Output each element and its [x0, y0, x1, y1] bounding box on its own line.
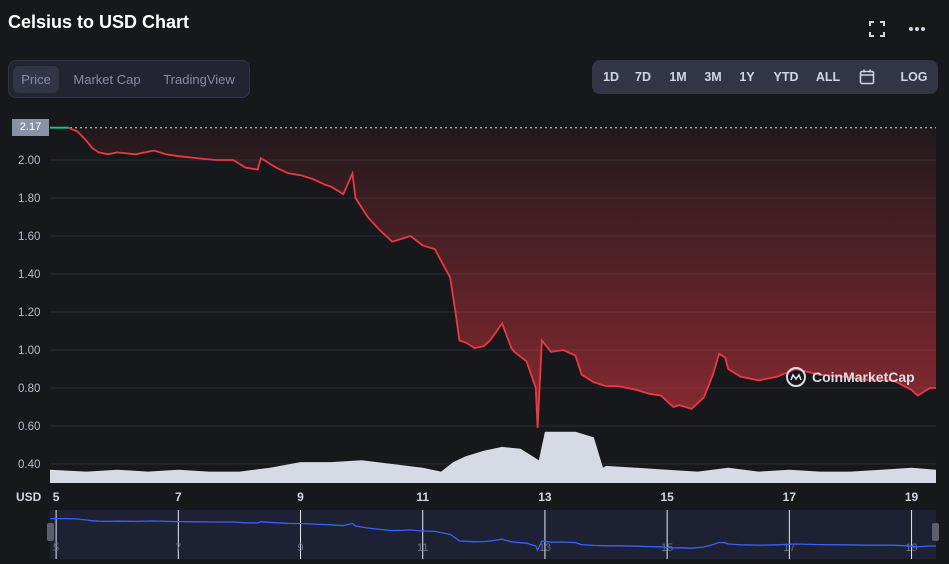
y-tick-label: 1.40	[18, 269, 40, 281]
x-tick-label: 15	[660, 490, 674, 504]
range-3m-button[interactable]: 3M	[704, 70, 722, 84]
coinmarketcap-logo-glyph	[790, 373, 802, 381]
more-icon-glyph	[909, 27, 925, 31]
x-tick-label: 11	[416, 490, 429, 504]
fullscreen-icon[interactable]	[866, 18, 888, 40]
navigator-tick-label: 5	[53, 542, 59, 554]
currency-label: USD	[16, 490, 42, 504]
volume-area	[50, 431, 936, 483]
time-range-selector: 1D 7D 1M 3M 1Y YTD ALL LOG	[592, 60, 938, 94]
x-tick-label: 17	[783, 490, 797, 504]
range-7d-button[interactable]: 7D	[635, 70, 651, 84]
range-1y-button[interactable]: 1Y	[739, 70, 755, 84]
y-tick-label: 1.20	[18, 307, 40, 319]
chart-title: Celsius to USD Chart	[8, 12, 190, 32]
x-tick-label: 13	[538, 490, 552, 504]
y-tick-label: 0.40	[18, 459, 40, 471]
x-tick-label: 19	[905, 490, 919, 504]
range-1d-button[interactable]: 1D	[603, 70, 619, 84]
chart-type-tabs: Price Market Cap TradingView	[8, 60, 250, 98]
tab-tradingview[interactable]: TradingView	[163, 72, 235, 87]
y-tick-label: 2.00	[18, 155, 40, 167]
more-horizontal-icon[interactable]	[906, 18, 928, 40]
calendar-icon[interactable]	[854, 60, 880, 94]
navigator-panel[interactable]	[50, 510, 936, 559]
range-all-button[interactable]: ALL	[815, 70, 841, 84]
tab-market-cap[interactable]: Market Cap	[73, 72, 141, 87]
range-1m-button[interactable]: 1M	[669, 70, 687, 84]
navigator-tick-label: 9	[297, 542, 303, 554]
y-tick-label: 1.60	[18, 231, 40, 243]
coinmarketcap-logo-icon	[786, 367, 806, 387]
current-price-badge: 2.17	[12, 119, 49, 136]
x-tick-label: 5	[53, 490, 60, 504]
y-tick-label: 0.60	[18, 421, 40, 433]
navigator-tick-label: 19	[905, 542, 917, 554]
navigator-right-handle[interactable]	[932, 523, 939, 541]
calendar-icon-glyph	[859, 69, 875, 85]
y-axis-labels: 2.00 1.80 1.60 1.40 1.20 1.00 0.80 0.60 0.40	[18, 155, 40, 471]
navigator-tick-label: 11	[417, 542, 428, 554]
log-scale-button[interactable]: LOG	[900, 70, 928, 84]
navigator-tick-label: 13	[539, 542, 551, 554]
x-axis-labels: 5 7 9 11 13 15 17 19	[53, 490, 919, 504]
coinmarketcap-watermark: CoinMarketCap	[786, 365, 915, 389]
navigator-tick-label: 7	[175, 542, 181, 554]
price-line	[67, 126, 936, 428]
navigator-ticks: 5 7 9 11 13 15 17 19	[53, 510, 918, 559]
x-tick-label: 9	[297, 490, 304, 504]
y-tick-label: 1.00	[18, 345, 40, 357]
navigator-left-handle[interactable]	[47, 523, 54, 541]
watermark-text: CoinMarketCap	[812, 369, 915, 385]
y-tick-label: 1.80	[18, 193, 40, 205]
range-ytd-button[interactable]: YTD	[773, 70, 799, 84]
tab-price[interactable]: Price	[13, 66, 59, 93]
navigator-line	[50, 517, 936, 552]
x-tick-label: 7	[175, 490, 182, 504]
y-tick-label: 0.80	[18, 383, 40, 395]
fullscreen-icon-glyph	[869, 21, 885, 37]
